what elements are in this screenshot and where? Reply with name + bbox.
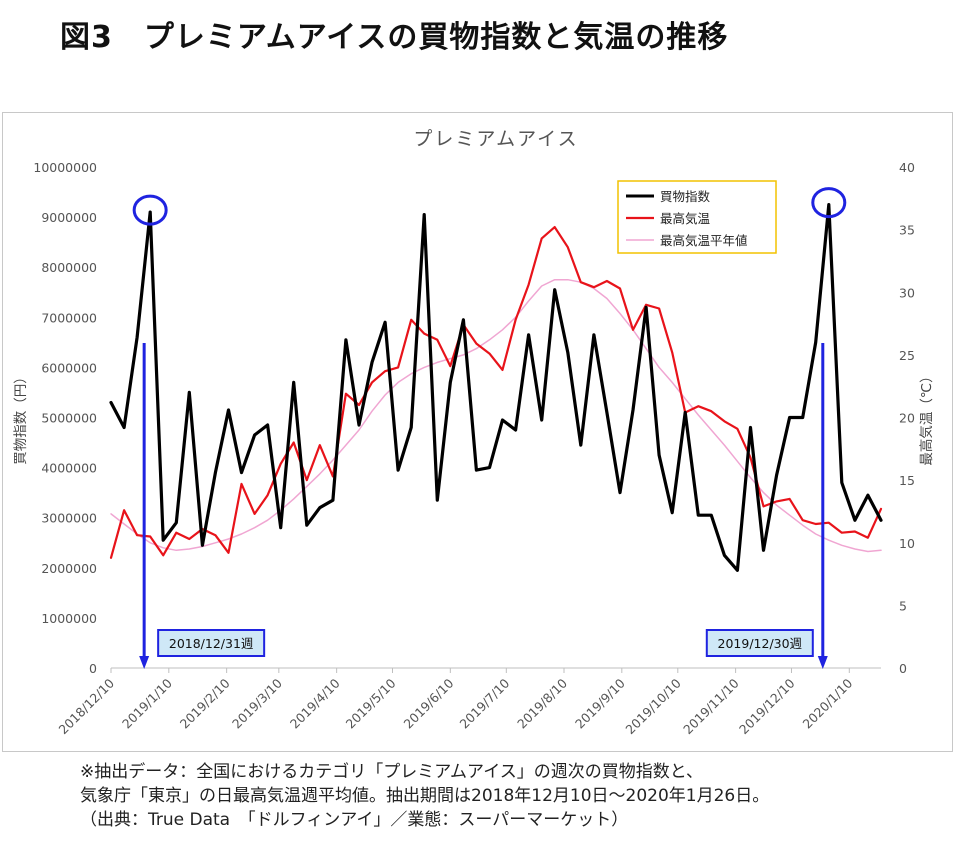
y-left-tick-label: 10000000 [33, 160, 97, 175]
annotation-arrow-head [817, 656, 828, 669]
max-temp-line [109, 225, 883, 559]
footnote: ※抽出データ：全国におけるカテゴリ「プレミアムアイス」の週次の買物指数と、 気象… [80, 760, 769, 832]
y-left-tick-label: 2000000 [41, 561, 97, 576]
y-right-tick-label: 0 [899, 661, 907, 676]
y-right-tick-label: 40 [899, 160, 915, 175]
shopping-index-line [109, 202, 883, 572]
normal-temp-line [110, 278, 882, 553]
legend-label: 最高気温 [660, 211, 711, 226]
y-right-tick-label: 10 [899, 536, 915, 551]
figure-title: 図3 プレミアムアイスの買物指数と気温の推移 [60, 20, 729, 55]
footnote-line: 気象庁「東京」の日最高気温週平均値。抽出期間は2018年12月10日〜2020年… [80, 786, 770, 806]
chart-title: プレミアムアイス [413, 128, 578, 150]
annotation-arrow-head [139, 656, 150, 669]
x-tick-label: 2019/11/10 [680, 675, 742, 737]
line-chart: プレミアムアイス 0 1000000 2000000 3000000 4000000 500… [13, 128, 935, 737]
y-right-tick-label: 25 [899, 348, 915, 363]
y-right-axis-title: 最高気温（℃） [918, 369, 935, 465]
x-tick-label: 2019/1/10 [119, 675, 175, 731]
x-tick-label: 2019/12/10 [736, 675, 798, 737]
y-right-tick-label: 30 [899, 285, 915, 300]
footnote-line: （出典：True Data 「ドルフィンアイ」／業態：スーパーマーケット） [80, 810, 629, 830]
x-tick-label: 2019/4/10 [287, 675, 343, 731]
legend-label: 最高気温平年値 [660, 233, 748, 248]
y-left-tick-label: 6000000 [41, 360, 97, 375]
y-left-tick-label: 0 [89, 661, 97, 676]
y-left-tick-label: 7000000 [41, 310, 97, 325]
y-left-axis-title: 買物指数（円） [13, 370, 29, 465]
x-tick-label: 2019/3/10 [229, 675, 285, 731]
annotation-box [705, 629, 814, 657]
x-tick-label: 2019/10/10 [622, 675, 684, 737]
x-tick-label: 2019/5/10 [343, 675, 399, 731]
y-left-tick-label: 9000000 [41, 210, 97, 225]
x-tick-label: 2019/9/10 [572, 675, 628, 731]
annotation-label: 2019/12/30週 [718, 636, 803, 651]
y-left-tick-label: 8000000 [41, 260, 97, 275]
y-right-tick-label: 35 [899, 223, 915, 238]
y-right-tick-label: 5 [899, 598, 907, 613]
y-left-tick-label: 4000000 [41, 461, 97, 476]
annotation-label: 2018/12/31週 [169, 636, 254, 651]
annotation-box [157, 629, 266, 657]
y-left-tick-label: 3000000 [41, 511, 97, 526]
x-tick-label: 2019/2/10 [177, 675, 233, 731]
peak-highlight-circle [811, 187, 847, 219]
x-tick-label: 2019/8/10 [514, 675, 570, 731]
chart-frame: プレミアムアイス 0 1000000 2000000 3000000 4000000 500… [2, 112, 953, 752]
x-tick-label: 2020/1/10 [799, 675, 855, 731]
legend-label: 買物指数 [660, 189, 711, 204]
x-tick-label: 2019/7/10 [457, 675, 513, 731]
y-right-tick-label: 20 [899, 411, 915, 426]
y-left-tick-label: 1000000 [41, 611, 97, 626]
peak-highlight-circle [132, 194, 168, 226]
x-tick-label: 2019/6/10 [401, 675, 457, 731]
y-right-tick-label: 15 [899, 473, 915, 488]
y-left-tick-label: 5000000 [41, 411, 97, 426]
x-tick-label: 2018/12/10 [56, 675, 118, 737]
footnote-line: ※抽出データ：全国におけるカテゴリ「プレミアムアイス」の週次の買物指数と、 [80, 762, 704, 782]
